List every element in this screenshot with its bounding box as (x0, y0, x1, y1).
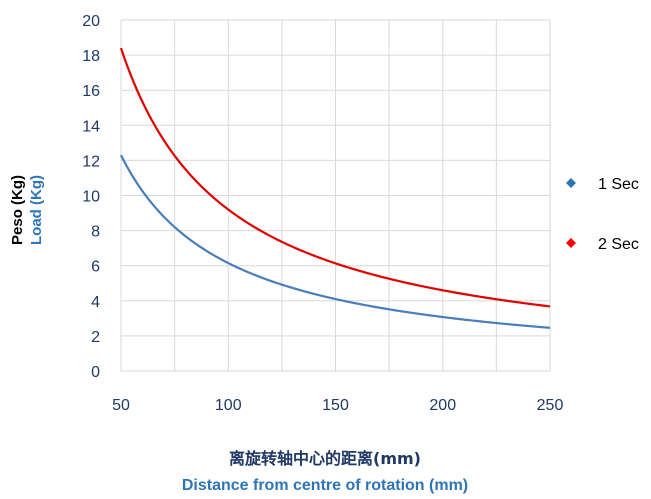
y-tick-label: 12 (82, 153, 100, 170)
x-tick-label: 200 (429, 397, 456, 414)
x-tick-label: 150 (322, 397, 349, 414)
series-line-2 (119, 47, 551, 308)
x-tick-label: 100 (215, 397, 242, 414)
y-tick-label: 10 (82, 189, 100, 206)
legend-marker-2 (566, 238, 576, 248)
y-tick-label: 0 (91, 364, 100, 381)
y-tick-label: 8 (91, 224, 100, 241)
y-tick-label: 16 (82, 83, 100, 100)
x-axis-label: Distance from centre of rotation (mm) (182, 477, 468, 494)
y-axis-label-load: Load (Kg) (28, 175, 45, 245)
gridlines (120, 19, 551, 372)
series-line-1 (120, 154, 551, 329)
legend-label-1: 1 Sec (598, 176, 639, 193)
legend-label-2: 2 Sec (598, 236, 639, 253)
x-tick-label: 50 (112, 397, 130, 414)
y-axis-ticks: 0 2 4 6 8 10 12 14 16 18 20 (82, 13, 100, 381)
y-tick-label: 4 (91, 294, 100, 311)
y-tick-label: 6 (91, 259, 100, 276)
x-axis-label-chinese: 离旋转轴中心的距离(mm) (229, 449, 421, 468)
y-axis-label-peso: Peso (Kg) (9, 175, 26, 245)
x-axis-ticks: 50 100 150 200 250 (112, 397, 563, 414)
legend: 1 Sec 2 Sec (566, 176, 639, 253)
y-tick-label: 18 (82, 48, 100, 65)
y-tick-label: 20 (82, 13, 100, 30)
y-tick-label: 14 (82, 118, 100, 135)
y-tick-label: 2 (91, 329, 100, 346)
x-tick-label: 250 (537, 397, 564, 414)
legend-marker-1 (566, 178, 576, 188)
series-lines (119, 47, 551, 329)
